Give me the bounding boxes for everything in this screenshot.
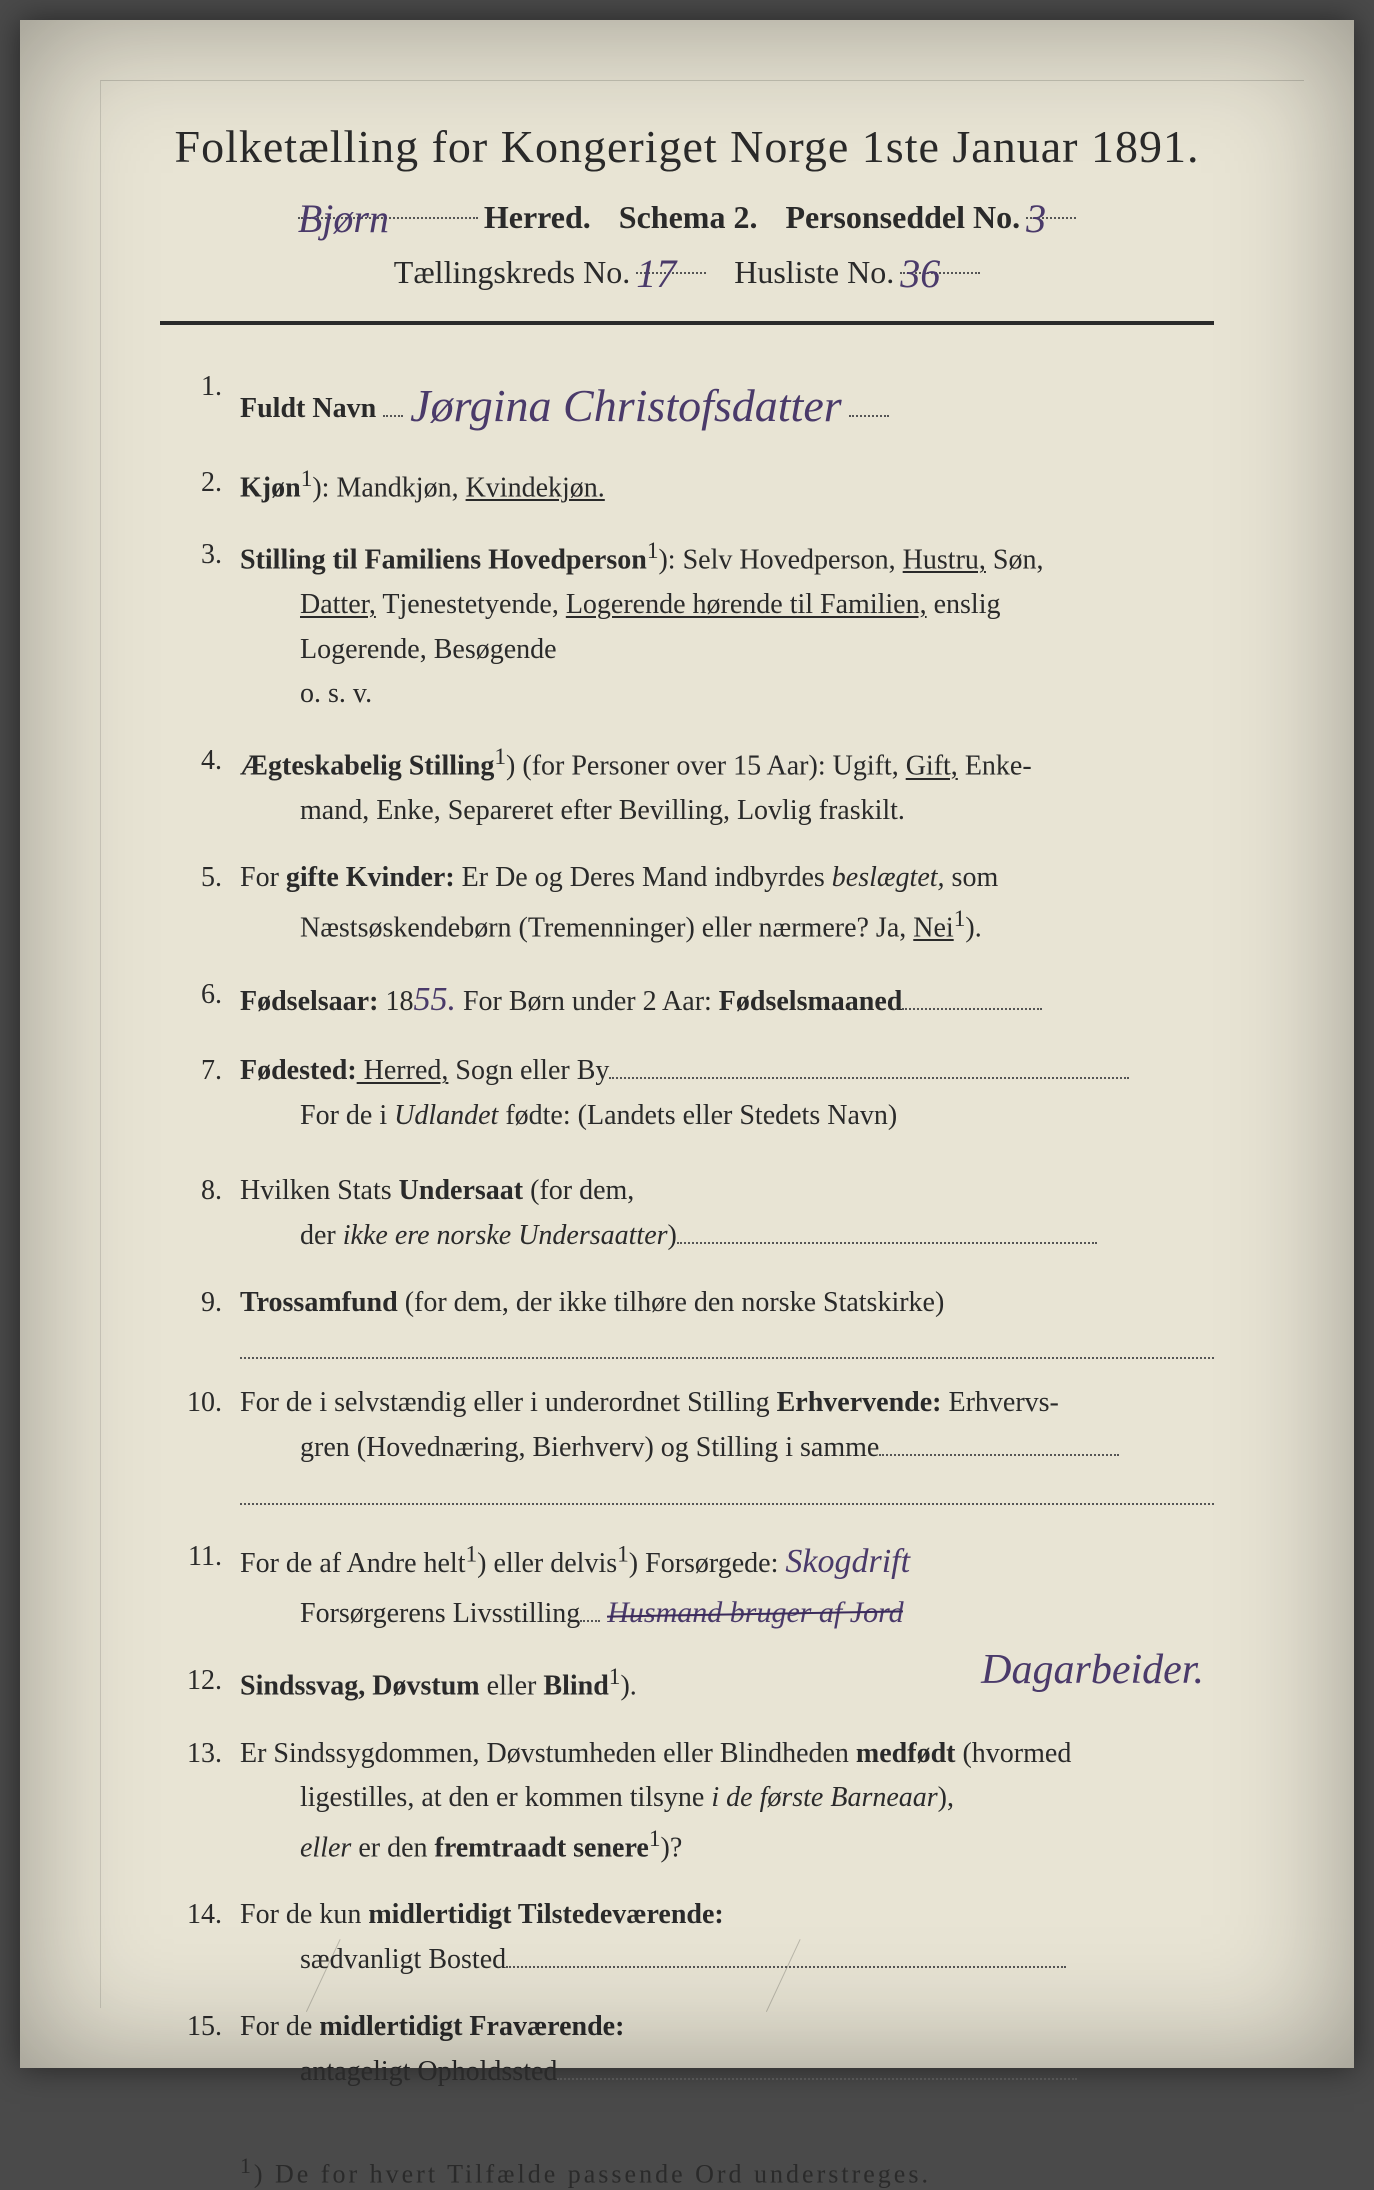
item-number: 4.: [180, 739, 240, 834]
label-aegteskab: Ægteskabelig Stilling: [240, 751, 494, 782]
label-tilstedevaerende: midlertidigt Tilstedeværende:: [368, 1899, 723, 1930]
census-form-page: Folketælling for Kongeriget Norge 1ste J…: [20, 20, 1354, 2068]
personseddel-label: Personseddel No.: [785, 199, 1020, 236]
label-medfodt: medfødt: [856, 1738, 956, 1769]
item-3: 3. Stilling til Familiens Hovedperson1):…: [180, 533, 1214, 718]
item-number: 1.: [180, 365, 240, 439]
forsorgede-handwritten: Skogdrift: [785, 1543, 910, 1580]
name-handwritten: Jørgina Christofsdatter: [410, 380, 842, 431]
item-10: 10. For de i selvstændig eller i underor…: [180, 1381, 1214, 1505]
item-8: 8. Hvilken Stats Undersaat (for dem, der…: [180, 1169, 1214, 1259]
husliste-no: 36: [900, 251, 940, 296]
item-2: 2. Kjøn1): Mandkjøn, Kvindekjøn.: [180, 461, 1214, 511]
kvindekjon-underlined: Kvindekjøn.: [466, 472, 605, 503]
label-erhvervende: Erhvervende:: [777, 1387, 942, 1418]
label-gifte-kvinder: gifte Kvinder:: [286, 862, 455, 893]
item-number: 12.: [180, 1659, 240, 1709]
item-number: 5.: [180, 856, 240, 951]
logerende-underlined: Logerende hørende til Familien,: [566, 589, 927, 620]
header-line-2: Bjørn Herred. Schema 2. Personseddel No.…: [160, 191, 1214, 236]
schema-label: Schema 2.: [619, 199, 758, 236]
divider: [160, 321, 1214, 325]
item-4: 4. Ægteskabelig Stilling1) (for Personer…: [180, 739, 1214, 834]
personseddel-no: 3: [1026, 196, 1046, 241]
label-undersaat: Undersaat: [399, 1175, 523, 1206]
item-number: 14.: [180, 1893, 240, 1983]
hustru-underlined: Hustru,: [903, 544, 986, 575]
label-sindssvag: Sindssvag, Døvstum: [240, 1671, 480, 1702]
page-title: Folketælling for Kongeriget Norge 1ste J…: [160, 120, 1214, 173]
label-kjon: Kjøn: [240, 472, 301, 503]
item-number: 9.: [180, 1281, 240, 1360]
label-fuldt-navn: Fuldt Navn: [240, 393, 376, 424]
label-fodested: Fødested:: [240, 1055, 357, 1086]
livsstilling-struck: Husmand bruger af Jord: [607, 1596, 903, 1629]
item-number: 3.: [180, 533, 240, 718]
item-7: 7. Fødested: Herred, Sogn eller By For d…: [180, 1049, 1214, 1139]
herred-underlined: Herred,: [357, 1055, 449, 1086]
label-fodselsmaaned: Fødselsmaaned: [719, 986, 903, 1017]
nei-underlined: Nei: [913, 912, 953, 943]
husliste-label: Husliste No.: [734, 254, 894, 291]
item-number: 8.: [180, 1169, 240, 1259]
item-number: 13.: [180, 1732, 240, 1872]
herred-label: Herred.: [484, 199, 591, 236]
label-fodselsaar: Fødselsaar:: [240, 986, 378, 1017]
item-number: 15.: [180, 2005, 240, 2095]
form-items: 1. Fuldt Navn Jørgina Christofsdatter 2.…: [160, 365, 1214, 2094]
item-9: 9. Trossamfund (for dem, der ikke tilhør…: [180, 1281, 1214, 1360]
footnote: 1) De for hvert Tilfælde passende Ord un…: [160, 2154, 1214, 2190]
kreds-label: Tællingskreds No.: [394, 254, 630, 291]
kreds-no: 17: [636, 251, 676, 296]
label-trossamfund: Trossamfund: [240, 1287, 398, 1318]
item-number: 6.: [180, 973, 240, 1027]
item-number: 10.: [180, 1381, 240, 1505]
gift-underlined: Gift,: [906, 751, 958, 782]
item-13: 13. Er Sindssygdommen, Døvstumheden elle…: [180, 1732, 1214, 1872]
item-5: 5. For gifte Kvinder: Er De og Deres Man…: [180, 856, 1214, 951]
datter-underlined: Datter,: [300, 589, 376, 620]
item-1: 1. Fuldt Navn Jørgina Christofsdatter: [180, 365, 1214, 439]
item-11: 11. For de af Andre helt1) eller delvis1…: [180, 1535, 1214, 1637]
item-number: 7.: [180, 1049, 240, 1139]
dagarbeider-handwritten: Dagarbeider.: [981, 1637, 1204, 1704]
herred-handwritten: Bjørn: [298, 196, 389, 241]
item-6: 6. Fødselsaar: 1855. For Børn under 2 Aa…: [180, 973, 1214, 1027]
year-handwritten: 55.: [413, 981, 456, 1018]
header-line-3: Tællingskreds No. 17 Husliste No. 36: [160, 246, 1214, 291]
label-stilling: Stilling til Familiens Hovedperson: [240, 544, 647, 575]
item-number: 11.: [180, 1535, 240, 1637]
item-number: 2.: [180, 461, 240, 511]
